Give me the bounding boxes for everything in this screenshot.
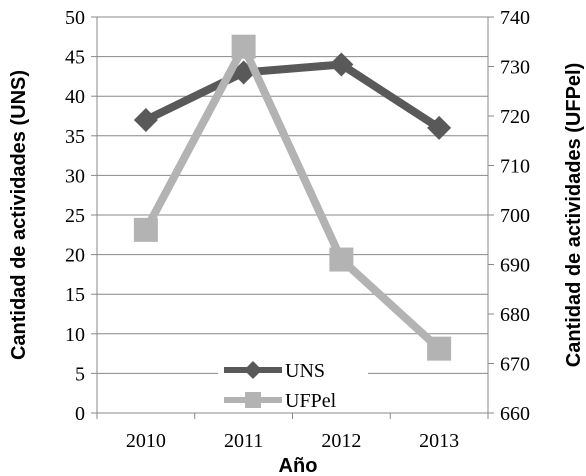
x-tick-label: 2011 [224,430,263,452]
legend-marker-uns [244,361,262,379]
left-tick-label: 40 [65,86,85,108]
left-tick-label: 0 [75,403,85,425]
left-tick-label: 10 [65,324,85,346]
left-tick-label: 50 [65,7,85,29]
right-axis-ticks: 660 670 680 690 700 710 720 730 740 [488,7,530,425]
left-tick-label: 15 [65,284,85,306]
data-point-uns [133,107,158,132]
series-line-ufpel [141,42,444,353]
data-point-ufpel [329,247,354,272]
left-tick-label: 30 [65,165,85,187]
left-tick-label: 35 [65,126,85,148]
x-tick-label: 2010 [126,430,166,452]
legend: UNS UFPel [218,354,368,412]
right-tick-label: 670 [500,354,530,376]
left-axis-ticks: 0 5 10 15 20 25 30 35 40 45 50 [65,7,97,425]
right-tick-label: 690 [500,255,530,277]
left-tick-label: 5 [75,363,85,385]
gridlines [97,16,488,374]
right-tick-label: 740 [500,7,530,29]
left-tick-label: 45 [65,47,85,69]
right-tick-label: 710 [500,156,530,178]
right-tick-label: 720 [500,106,530,128]
x-tick-label: 2013 [419,430,459,452]
right-tick-label: 700 [500,205,530,227]
legend-marker-ufpel [245,392,261,408]
legend-label-ufpel: UFPel [285,390,337,412]
left-tick-label: 20 [65,245,85,267]
legend-label-uns: UNS [285,360,325,382]
data-point-uns [329,52,354,77]
data-point-ufpel [231,34,256,59]
x-axis-title: Año [279,455,318,476]
right-tick-label: 660 [500,403,530,425]
data-point-ufpel [427,336,452,361]
right-tick-label: 680 [500,304,530,326]
y-axis-title-left: Cantidad de actividades (UNS) [8,70,30,360]
data-point-uns [427,115,452,140]
left-tick-label: 25 [65,205,85,227]
x-axis-ticks: 2010 2011 2012 2013 [96,413,489,452]
y-axis-title-right: Cantidad de actividades (UFPel) [563,63,585,368]
series-line-uns [141,60,444,132]
x-tick-label: 2012 [321,430,361,452]
right-tick-label: 730 [500,57,530,79]
series-layer [133,34,452,361]
data-point-ufpel [133,217,158,242]
